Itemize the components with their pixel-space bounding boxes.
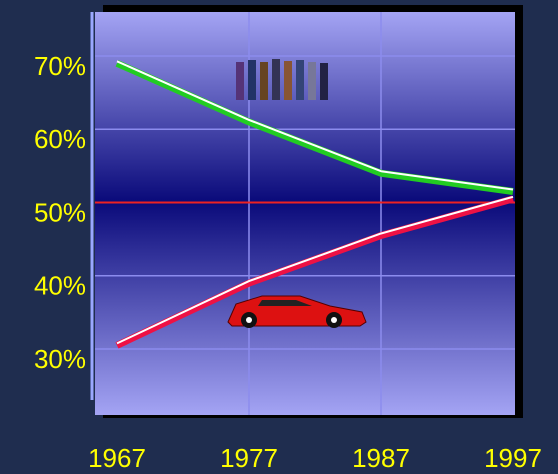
x-tick-label: 1967: [88, 443, 146, 473]
y-tick-label: 30%: [34, 344, 86, 374]
x-tick-label: 1977: [220, 443, 278, 473]
y-tick-label: 40%: [34, 271, 86, 301]
x-tick-label: 1997: [484, 443, 542, 473]
x-tick-label: 1987: [352, 443, 410, 473]
chart: 70% 60% 50% 40% 30% 1967 1977 1987 1997: [0, 0, 558, 474]
y-tick-label: 70%: [34, 51, 86, 81]
page: 70%60%50%40%30%1967197719871997 (() => {…: [0, 0, 558, 474]
y-tick-label: 60%: [34, 124, 86, 154]
y-tick-label: 50%: [34, 197, 86, 227]
